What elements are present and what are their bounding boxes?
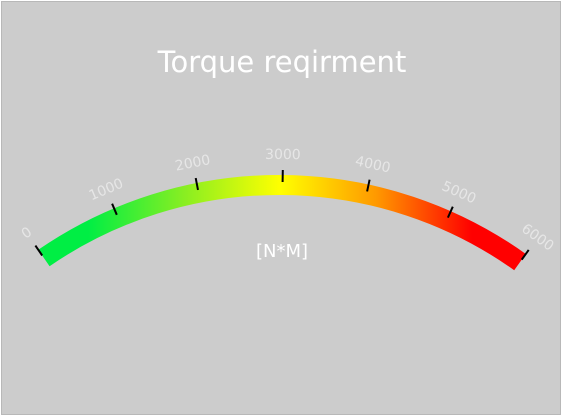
gauge-tick-label-6000: 6000	[518, 221, 556, 255]
gauge-tick-label-1000: 1000	[87, 176, 126, 205]
unit-label: [N*M]	[256, 241, 308, 262]
gauge-tick-4000	[366, 179, 371, 192]
gauge-title: Torque reqirment	[157, 45, 407, 79]
gauge-tick-6000	[520, 249, 530, 261]
gauge-tick-label-5000: 5000	[439, 178, 478, 207]
gauge-tick-0	[34, 245, 44, 257]
gauge-tick-2000	[194, 177, 199, 191]
gauge-tick-label-2000: 2000	[174, 152, 212, 175]
gauge-arc	[38, 174, 526, 271]
gauge-tick-label-4000: 4000	[354, 153, 392, 176]
gauge-tick-5000	[446, 206, 454, 219]
gauge-tick-label-0: 0	[19, 224, 35, 242]
gauge-ticks	[34, 169, 530, 261]
gauge-tick-1000	[111, 203, 118, 216]
gauge-tick-label-3000: 3000	[265, 147, 301, 163]
